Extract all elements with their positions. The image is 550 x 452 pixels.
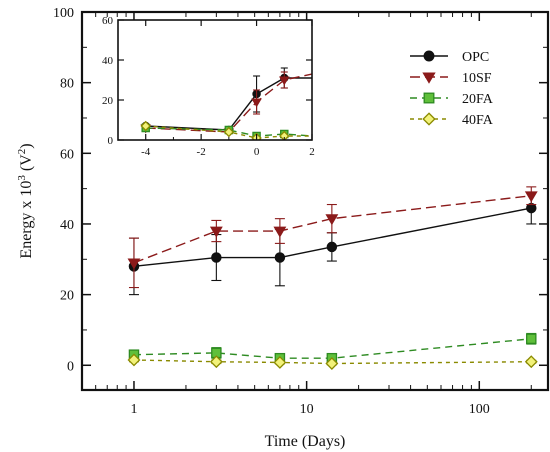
y-tick-label: 0 bbox=[67, 359, 74, 374]
inset-point-40fa bbox=[279, 130, 290, 140]
main-point-10sf bbox=[209, 226, 223, 238]
main-series-group bbox=[127, 186, 538, 370]
main-point-opc bbox=[326, 241, 338, 253]
inset-y-tick-label: 40 bbox=[102, 55, 114, 67]
y-axis-label-close: ) bbox=[18, 143, 35, 148]
main-point-10sf bbox=[273, 226, 287, 238]
legend-item-opc: OPC bbox=[410, 50, 489, 65]
legend-item-10sf: 10SF bbox=[410, 71, 492, 86]
inset-point-40fa bbox=[140, 120, 151, 132]
inset-series-group bbox=[140, 67, 312, 140]
legend-marker bbox=[423, 92, 435, 104]
main-point-40fa bbox=[273, 356, 287, 369]
main-point-40fa bbox=[325, 357, 339, 370]
y-axis-label-text: Energy x 10 bbox=[18, 181, 35, 259]
x-tick-label: 1 bbox=[130, 402, 137, 417]
y-axis-label-unit-exp: 2 bbox=[16, 149, 28, 155]
legend-label: 40FA bbox=[462, 113, 494, 128]
main-point-40fa bbox=[524, 355, 538, 369]
y-tick-label: 80 bbox=[60, 77, 74, 92]
inset-x-tick-label: 0 bbox=[254, 146, 260, 158]
legend: OPC 10SF 20FA 40FA bbox=[410, 50, 494, 128]
y-axis-label-exp: 3 bbox=[16, 175, 28, 181]
inset-plot-frame bbox=[117, 19, 313, 141]
main-point-10sf bbox=[127, 258, 141, 270]
y-axis-label-unit: (V bbox=[18, 154, 35, 175]
y-tick-label: 100 bbox=[53, 6, 74, 21]
y-tick-label: 60 bbox=[60, 147, 74, 162]
inset-y-tick-label: 20 bbox=[102, 95, 114, 107]
x-axis-label: Time (Days) bbox=[265, 433, 346, 450]
main-point-40fa bbox=[127, 353, 141, 367]
main-series-10sf bbox=[127, 186, 538, 289]
inset-x-tick-label: -2 bbox=[197, 146, 206, 158]
inset-y-tick-label: 60 bbox=[102, 15, 114, 27]
x-tick-label: 10 bbox=[300, 402, 314, 417]
legend-label: OPC bbox=[462, 50, 489, 65]
legend-marker bbox=[422, 72, 436, 84]
legend-item-20fa: 20FA bbox=[410, 92, 494, 107]
legend-item-40fa: 40FA bbox=[410, 112, 494, 128]
main-point-20fa bbox=[526, 333, 537, 345]
inset-point-10sf bbox=[279, 76, 290, 86]
main-point-40fa bbox=[209, 355, 223, 369]
legend-marker bbox=[423, 50, 435, 62]
y-axis-label: Energy x 103 (V2) bbox=[16, 143, 35, 258]
x-tick-label: 100 bbox=[469, 402, 490, 417]
main-point-opc bbox=[274, 252, 286, 263]
legend-label: 20FA bbox=[462, 92, 494, 107]
inset-x-tick-label: 2 bbox=[309, 146, 315, 158]
inset-point-40fa bbox=[223, 126, 235, 138]
inset-x-tick-label: -4 bbox=[141, 146, 151, 158]
main-plot-frame bbox=[80, 10, 550, 392]
main-point-opc bbox=[211, 252, 222, 263]
inset-point-10sf bbox=[251, 98, 262, 108]
legend-marker bbox=[422, 112, 436, 126]
main-point-10sf bbox=[325, 214, 339, 226]
y-tick-label: 40 bbox=[60, 218, 74, 233]
y-tick-label: 20 bbox=[60, 289, 74, 304]
inset-y-tick-label: 0 bbox=[108, 135, 114, 147]
main-point-10sf bbox=[524, 191, 538, 203]
legend-label: 10SF bbox=[462, 71, 492, 86]
main-series-40fa bbox=[127, 353, 538, 370]
